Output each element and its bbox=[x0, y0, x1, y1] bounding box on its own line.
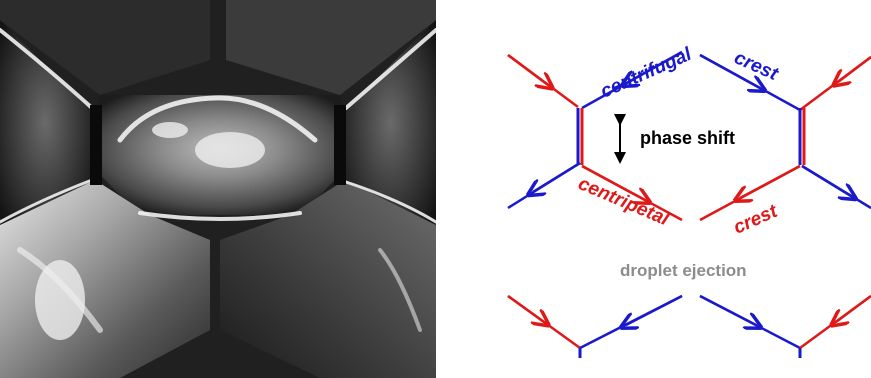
arrow-red-top-left bbox=[507, 54, 548, 85]
photo-cell-right bbox=[345, 20, 436, 225]
label-crest-top: crest bbox=[731, 47, 782, 85]
label-droplet-ejection: droplet ejection bbox=[620, 261, 747, 280]
photo-cell-left bbox=[0, 20, 90, 225]
arrow-red-top-right bbox=[838, 56, 871, 82]
arrow-red-crest-bottom bbox=[740, 164, 801, 198]
photo-cell-lower-right bbox=[220, 180, 436, 378]
photo-cell-upper-right bbox=[226, 0, 436, 95]
label-crest-bottom: crest bbox=[730, 201, 781, 239]
hexagon-flow-diagram: centrifugal crest phase shift centripeta… bbox=[507, 44, 871, 358]
label-phase-shift: phase shift bbox=[640, 128, 735, 148]
arrow-red-centripetal bbox=[581, 164, 645, 200]
arrow-blue-centrifugal bbox=[627, 50, 683, 83]
arrow-blue-crest-top bbox=[699, 53, 760, 88]
arrow-red-lower-right bbox=[836, 294, 871, 322]
arrow-red-lower-left bbox=[507, 294, 544, 322]
wave-pattern-photo bbox=[0, 0, 436, 378]
arrow-blue-bottom-left bbox=[533, 161, 581, 192]
photo-cell-upper-left bbox=[0, 0, 210, 95]
label-centripetal: centripetal bbox=[575, 173, 672, 230]
photo-dark-bar-left bbox=[90, 105, 102, 185]
arrow-blue-lower-mid-right bbox=[699, 294, 756, 325]
arrow-blue-bottom-right bbox=[801, 164, 851, 196]
photo-dark-bar-right bbox=[334, 105, 346, 185]
label-centrifugal: centrifugal bbox=[597, 44, 695, 103]
arrow-blue-lower-mid-left bbox=[626, 294, 683, 325]
